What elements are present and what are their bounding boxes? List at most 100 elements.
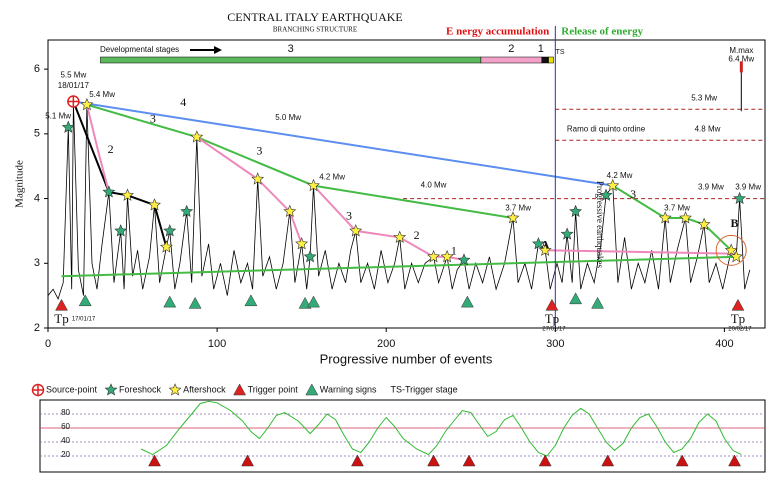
annotation: Ramo di quinto ordine [567,124,646,133]
marker-star [190,130,204,143]
stage-label: 2 [508,43,514,55]
branch-line [196,136,303,245]
annotation: 5.3 Mw [691,93,717,102]
highlight-circle [715,234,747,266]
panel-trigger [728,454,741,467]
panel-line [140,400,742,457]
tp-label: Tp [54,311,68,326]
panel-tick-label: 40 [61,436,70,445]
y-tick-label: 2 [34,322,40,334]
marker-star [349,224,363,237]
marker-star [733,191,747,205]
annotation: 3 [256,144,262,158]
x-tick-label: 100 [208,338,226,350]
legend-symbol [104,383,118,396]
branch-line [86,103,514,219]
event-line [47,101,751,300]
marker-triangle [244,294,258,307]
legend-label: Trigger point [248,384,299,394]
legend-symbol [305,383,319,396]
marker-star [599,188,613,201]
legend-symbol [31,383,45,397]
annotation: 4.0 Mw [421,181,447,190]
marker-star [531,237,545,250]
marker-triangle [731,298,745,311]
branch-line [85,104,110,193]
marker-star [114,224,128,237]
x-axis-label: Progressive number of events [320,351,493,366]
marker-triangle [545,298,559,311]
marker-star [295,237,309,250]
panel-trigger [601,454,615,467]
y-tick-label: 6 [34,63,40,75]
chart-subtitle: BRANCHING STRUCTURE [273,26,357,34]
y-tick-label: 5 [34,128,40,140]
legend-label: Warning signs [320,384,377,394]
marker-star [560,227,574,240]
marker-star [697,217,711,230]
x-tick-label: 0 [45,338,51,350]
marker-star [283,204,297,218]
branch-line [545,249,732,255]
annotation: 2 [414,228,420,242]
annotation: 18/01/17 [58,81,90,90]
annotation: 2 [108,142,114,156]
annotation: 6.4 Mw [728,55,754,64]
marker-triangle [55,298,68,311]
marker-star [457,253,471,266]
x-tick-label: 400 [715,338,733,350]
source-cross [68,96,79,107]
x-tick-label: 200 [377,338,395,350]
legend-label: Source-point [46,384,98,394]
stage-label: TS [556,49,565,56]
annotation: 3.7 Mw [505,203,531,212]
panel-trigger [427,454,440,467]
tp-date: 27/01/17 [542,327,566,333]
marker-star [729,250,743,263]
energy-release-label: Release of energy [561,26,643,38]
panel-trigger [241,454,254,467]
mmax-bar [739,61,743,73]
panel-trigger [675,454,689,467]
stage-label: 3 [288,43,294,55]
panel-trigger [538,454,552,467]
panel-trigger [462,454,476,467]
marker-star [159,240,173,253]
marker-star [440,250,454,263]
annotation: 4.2 Mw [319,172,345,181]
annotation: 3.9 Mw [698,183,724,192]
panel-tick-label: 20 [61,450,70,459]
marker-star [506,211,520,224]
x-tick-label: 300 [546,338,564,350]
annotation: A [541,238,550,252]
marker-star [538,243,552,256]
marker-star [80,97,94,111]
marker-star [148,198,161,211]
annotation: 5.4 Mw [89,90,115,99]
marker-circle-plus [67,95,80,108]
marker-star [61,120,75,133]
panel-trigger [351,454,364,467]
annotation: 5.5 Mw [60,71,86,80]
annotation: 3 [630,187,636,201]
legend-symbol [168,383,182,396]
marker-star [606,178,620,192]
marker-star [121,188,134,201]
marker-star [679,211,692,224]
annotation: 5.1 Mw [45,111,71,120]
y-tick-label: 3 [34,257,40,269]
legend-label: Aftershock [183,384,226,394]
marker-star [303,250,317,263]
legend-label: Foreshock [119,384,162,394]
marker-star [163,224,177,237]
branch-line [73,100,613,187]
panel-trigger [148,454,161,467]
annotation: 3.9 Mw [735,183,761,192]
legend-symbol [233,383,247,396]
marker-triangle [307,295,320,308]
stage-segment [100,56,482,64]
branch-line [61,255,738,278]
